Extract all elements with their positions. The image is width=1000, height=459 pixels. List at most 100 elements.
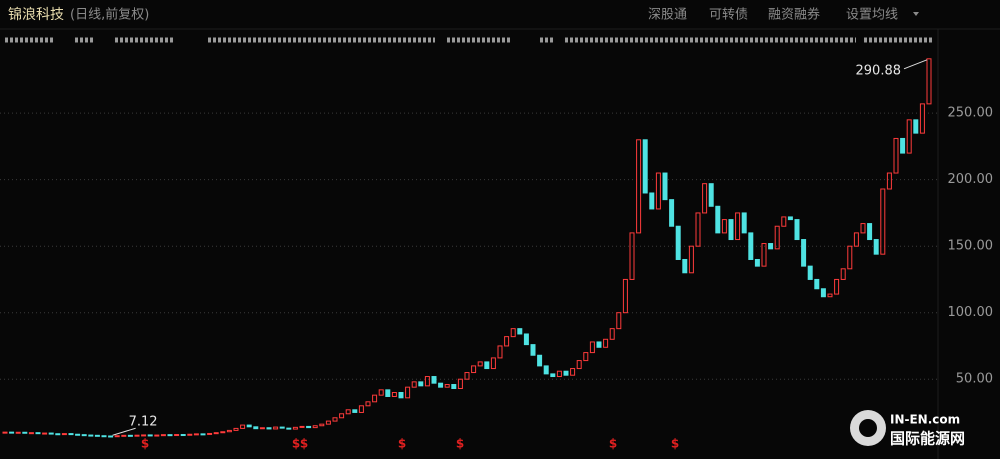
candle [886,172,892,190]
candle [781,216,787,227]
candle [75,433,81,436]
candle [715,205,721,234]
candle [121,434,127,437]
candle [233,427,239,431]
candle [636,139,642,234]
candle [490,357,496,370]
candle [596,341,602,348]
candle [88,434,94,437]
candle [279,426,285,429]
candle [339,413,345,419]
candle [180,434,186,437]
candle [220,431,226,434]
candle [748,232,754,260]
candle [187,433,193,436]
candle [629,232,635,280]
candle [259,427,265,430]
candle [411,381,417,388]
candle [867,223,873,241]
candle [15,431,21,434]
candle [702,183,708,214]
candle [807,265,813,280]
candle [28,432,34,435]
menu-item[interactable]: 设置均线 [846,8,898,23]
candle [741,212,747,234]
candle [708,183,714,207]
candle [160,434,166,437]
event-marker-icon: $ [398,437,406,451]
candle [906,119,912,154]
candle [926,58,932,105]
low-arrow [112,427,136,436]
candle [451,384,457,390]
candle [721,219,727,234]
watermark-domain: IN-EN.com [890,413,960,427]
high-arrow [903,59,928,70]
candle [543,365,549,375]
candle [266,427,272,430]
candle [332,417,338,422]
candle [207,432,213,435]
candle [523,333,529,346]
candle [570,368,576,376]
candle [42,432,48,435]
candle [616,312,622,330]
event-marker-icon: $ [292,437,300,451]
candle [563,370,569,376]
logo-inner [859,419,877,437]
candle [81,434,87,437]
candle [853,232,859,247]
y-tick-label: 50.00 [956,372,993,387]
y-tick-label: 200.00 [948,172,994,187]
candle [292,426,298,430]
candle [688,245,694,274]
candle [48,432,54,435]
candle [444,384,450,388]
candle [787,216,793,221]
candle [873,239,879,255]
candle [761,243,767,267]
event-marker-icon: $ [609,437,617,451]
candle [583,352,589,362]
candle [200,433,206,436]
candle [675,225,681,260]
candle [273,426,279,430]
candle [860,223,866,234]
candle [840,268,846,280]
candle [464,372,470,380]
candle [352,409,358,413]
chart-title: 锦浪科技 [8,6,64,23]
candle [893,137,899,174]
candle [728,219,734,241]
candle [68,433,74,436]
candle [794,219,800,241]
candle [299,425,305,428]
candle [246,424,252,428]
menu-item[interactable]: 可转债 [709,8,748,23]
menu: 深股通 可转债 融资融券 设置均线 [648,7,898,23]
candle [457,378,463,390]
candle [61,433,67,436]
candle [114,435,120,438]
watermark: IN-EN.com 国际能源网 [850,410,965,448]
event-marker-icon: $ [141,437,149,451]
candle [556,370,562,378]
candle [471,365,477,374]
candle [391,391,397,397]
candle [497,345,503,359]
candle [306,425,312,429]
candle [154,434,160,437]
candle [754,258,760,267]
y-tick-label: 250.00 [948,106,994,121]
menu-item[interactable]: 融资融券 [768,7,820,23]
candle [550,373,556,378]
candle [530,344,536,356]
candle [345,409,351,415]
candle [847,245,853,270]
candle [649,192,655,210]
candle [913,119,919,134]
y-tick-label: 150.00 [948,239,994,254]
menu-item[interactable]: 深股通 [648,8,687,23]
candle [510,328,516,338]
